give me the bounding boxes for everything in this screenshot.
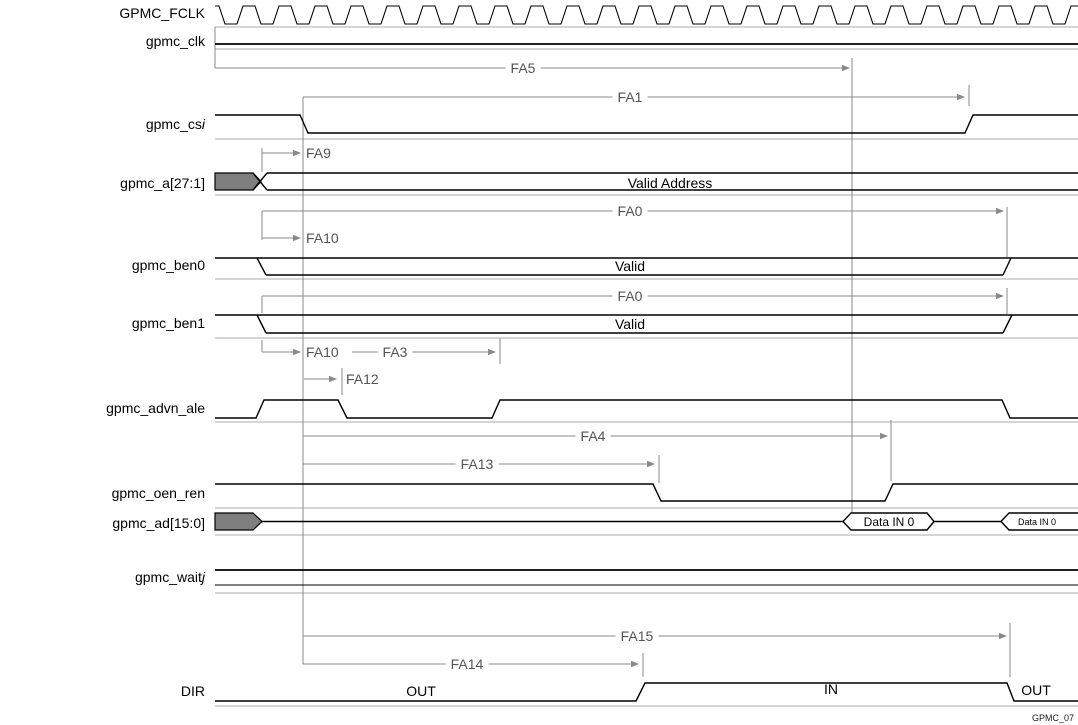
state-label-data-in-0-first: Data IN 0: [863, 515, 915, 529]
signal-label-addr: gpmc_a[27:1]: [120, 175, 205, 191]
state-label-dir-out-right: OUT: [1021, 682, 1051, 698]
state-label-ben0-valid: Valid: [614, 258, 646, 274]
signal-label-clk: gpmc_clk: [145, 33, 205, 49]
state-label-dir-in: IN: [824, 681, 838, 697]
signal-label-cs: gpmc_csi: [145, 116, 205, 132]
timing-label-fa9: FA9: [306, 145, 331, 161]
timing-label-fa12: FA12: [346, 371, 379, 387]
oen-ren-waveform: [215, 483, 1078, 502]
cs-waveform: [215, 114, 1078, 134]
ben1-waveform: [215, 314, 1078, 334]
signal-label-advn-ale: gpmc_advn_ale: [106, 400, 205, 416]
timing-label-fa14: FA14: [445, 655, 489, 673]
timing-label-fa0-ben1: FA0: [612, 287, 648, 305]
fa9-line: [261, 148, 293, 172]
fclk-waveform: [215, 5, 1078, 25]
timing-label-fa15: FA15: [615, 627, 659, 645]
signal-label-wait: gpmc_waitj: [134, 569, 205, 585]
dir-waveform: [215, 682, 1078, 702]
signal-label-oen-ren: gpmc_oen_ren: [111, 485, 205, 501]
timing-label-fa10-adv: FA10: [306, 344, 339, 360]
wait-waveform: [215, 569, 1078, 586]
signal-label-ben1: gpmc_ben1: [131, 315, 205, 331]
ben0-waveform: [215, 257, 1078, 276]
figure-code: GPMC_07: [1032, 713, 1075, 723]
signal-label-dir: DIR: [180, 683, 205, 699]
advn-ale-waveform: [215, 399, 1078, 419]
signal-label-ben0: gpmc_ben0: [131, 257, 205, 273]
signal-label-ad: gpmc_ad[15:0]: [112, 515, 205, 531]
row-rail-lines: [215, 26, 1078, 707]
timing-label-fa4: FA4: [575, 427, 611, 445]
state-label-data-in-0-second: Data IN 0: [1017, 517, 1057, 527]
timing-label-fa3: FA3: [377, 343, 413, 361]
timing-label-fa10-cs: FA10: [306, 230, 339, 246]
signal-label-fclk: GPMC_FCLK: [119, 5, 205, 21]
fa10-adv-line: [261, 340, 293, 353]
timing-label-fa0-ben0: FA0: [612, 202, 648, 220]
timing-label-fa5: FA5: [505, 59, 541, 77]
state-label-dir-out-left: OUT: [406, 683, 436, 699]
addr-bus-waveform: [214, 172, 1078, 191]
timing-label-fa13: FA13: [455, 455, 499, 473]
state-label-ben1-valid: Valid: [614, 316, 646, 332]
state-label-valid-address: Valid Address: [627, 175, 713, 191]
timing-label-fa1: FA1: [612, 88, 648, 106]
ad-bus-waveform: [214, 512, 1078, 531]
